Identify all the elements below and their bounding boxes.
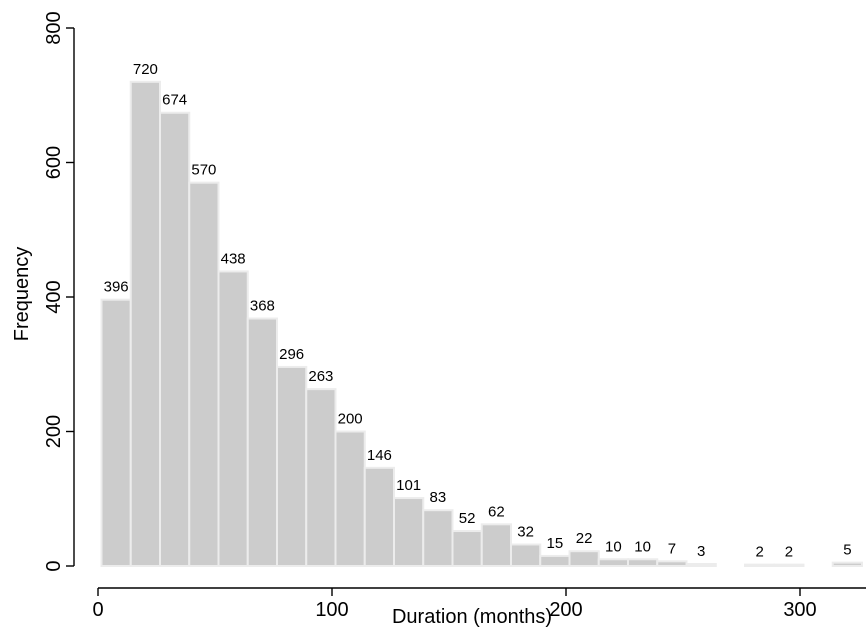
histogram-bar	[627, 558, 659, 568]
bar-value-label: 62	[488, 503, 505, 520]
histogram-bar	[773, 563, 805, 568]
histogram-bar	[334, 430, 366, 567]
x-tick-label: 300	[783, 599, 816, 621]
bar-value-label: 83	[430, 489, 447, 506]
y-tick-label: 600	[43, 146, 65, 179]
histogram-bar	[129, 80, 162, 568]
bar-value-label: 5	[843, 542, 851, 559]
histogram-bar	[744, 563, 776, 568]
histogram-bar	[393, 497, 425, 568]
y-axis-ticks: 0 200 400 600 800	[43, 11, 74, 572]
y-axis-title: Frequency	[11, 247, 33, 342]
histogram-bar	[510, 543, 542, 567]
bar-value-label: 2	[755, 544, 763, 561]
histogram-bar	[217, 270, 249, 567]
histogram-bar	[451, 530, 483, 568]
histogram-bar	[100, 298, 132, 567]
bar-value-label: 15	[547, 535, 564, 552]
bars-group	[100, 80, 864, 568]
y-tick-label: 800	[43, 11, 65, 44]
bar-value-label: 296	[279, 346, 304, 363]
histogram-bar	[276, 365, 308, 567]
histogram-bar	[656, 560, 688, 567]
bar-value-label: 32	[517, 523, 534, 540]
bar-value-label: 368	[250, 298, 275, 315]
bar-value-label: 720	[133, 61, 158, 78]
bar-value-label: 200	[338, 411, 363, 428]
y-tick-label: 0	[43, 560, 65, 571]
histogram-bar	[246, 317, 279, 567]
bar-value-label: 3	[697, 543, 705, 560]
bar-value-label: 146	[367, 447, 392, 464]
bar-value-label: 52	[459, 510, 476, 527]
bar-value-label: 10	[605, 538, 622, 555]
bar-value-label: 10	[634, 538, 651, 555]
bar-value-label: 396	[104, 279, 129, 296]
x-tick-label: 200	[549, 599, 582, 621]
bar-value-label: 570	[191, 162, 216, 179]
histogram-bar	[363, 466, 396, 567]
bar-value-label: 101	[396, 477, 421, 494]
bar-value-label: 2	[785, 544, 793, 561]
histogram-bar	[188, 181, 220, 568]
histogram-bar	[480, 523, 513, 567]
bar-value-label: 7	[668, 540, 676, 557]
y-tick-label: 200	[43, 415, 65, 448]
histogram-bar	[305, 388, 337, 567]
y-tick-label: 400	[43, 280, 65, 313]
histogram-bar	[159, 111, 191, 568]
histogram-bar	[831, 561, 864, 568]
bar-value-label: 22	[576, 530, 593, 547]
x-axis-title: Duration (months)	[392, 606, 552, 628]
histogram-bar	[539, 554, 571, 567]
x-axis-ticks: 0 100 200 300	[92, 588, 817, 621]
histogram-bar	[568, 550, 600, 568]
bar-value-label: 674	[162, 92, 187, 109]
histogram-bar	[597, 558, 630, 568]
histogram-bar	[685, 562, 717, 567]
x-tick-label: 0	[92, 599, 103, 621]
bar-value-label: 263	[308, 368, 333, 385]
histogram-bar	[422, 509, 454, 567]
x-tick-label: 100	[315, 599, 348, 621]
bar-value-label: 438	[221, 250, 246, 267]
